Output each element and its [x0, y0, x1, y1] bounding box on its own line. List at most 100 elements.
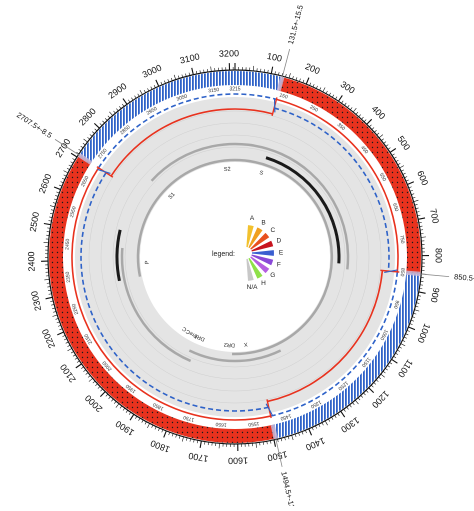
- scale-tick: [359, 115, 361, 117]
- scale-tick: [344, 103, 346, 105]
- scale-tick: [119, 106, 121, 108]
- major-tick-label: 2400: [26, 251, 36, 271]
- scale-tick: [421, 237, 426, 238]
- scale-tick: [158, 428, 159, 431]
- scale-tick: [44, 279, 49, 280]
- major-tick-label: 1700: [188, 451, 210, 464]
- scale-tick: [322, 423, 323, 426]
- scale-tick: [116, 404, 119, 408]
- scale-tick: [109, 397, 111, 399]
- scale-tick: [120, 406, 122, 408]
- scale-tick: [100, 389, 102, 391]
- scale-tick: [87, 137, 89, 139]
- scale-tick: [86, 373, 88, 375]
- scale-tick: [66, 342, 69, 343]
- scale-tick: [329, 93, 331, 96]
- scale-tick: [406, 334, 409, 335]
- scale-tick: [418, 218, 425, 219]
- scale-tick: [274, 440, 275, 447]
- scale-tick: [387, 365, 389, 367]
- scale-tick: [69, 165, 72, 166]
- major-tick-label: 1800: [149, 438, 171, 455]
- legend-label: H: [261, 280, 266, 287]
- scale-tick: [377, 133, 379, 135]
- scale-tick: [288, 436, 289, 439]
- scale-tick: [67, 348, 71, 350]
- scale-tick: [347, 105, 349, 107]
- scale-tick: [356, 112, 358, 114]
- scale-tick: [369, 388, 374, 393]
- major-tick-label: 1100: [396, 358, 415, 380]
- scale-tick: [67, 168, 70, 169]
- scale-tick: [392, 359, 398, 363]
- scale-tick: [289, 73, 290, 78]
- scale-tick: [164, 431, 167, 438]
- scale-tick: [77, 361, 79, 363]
- major-tick-label: 1300: [339, 415, 361, 435]
- minor-tick-label: 3150: [208, 87, 220, 94]
- scale-tick: [390, 148, 396, 152]
- scale-tick: [161, 82, 162, 85]
- breakpoint-label: 1494.5+-13.5: [279, 471, 298, 506]
- scale-tick: [328, 419, 329, 422]
- legend-label: N/A: [247, 284, 259, 291]
- scale-tick: [407, 182, 413, 185]
- scale-tick: [114, 401, 116, 403]
- breakpoint-label: 131.5+-15.5: [286, 4, 305, 45]
- scale-tick: [384, 142, 386, 144]
- scale-tick: [397, 350, 400, 351]
- scale-tick: [100, 392, 105, 397]
- scale-tick: [178, 76, 179, 79]
- scale-tick: [395, 353, 398, 355]
- legend-label: D: [277, 238, 282, 245]
- scale-tick: [126, 410, 128, 412]
- major-tick-label: 2500: [28, 211, 41, 232]
- scale-tick: [383, 371, 385, 373]
- scale-tick: [71, 352, 74, 354]
- minor-tick-label: 1650: [215, 421, 227, 428]
- scale-tick: [367, 119, 372, 124]
- scale-tick: [350, 107, 352, 109]
- scale-tick: [361, 395, 363, 397]
- scale-tick: [389, 362, 391, 364]
- major-tick-label: 2900: [106, 81, 128, 101]
- scale-tick: [415, 204, 418, 205]
- minor-tick-label: 2350: [65, 271, 72, 283]
- scale-tick: [211, 67, 212, 72]
- scale-tick: [404, 177, 407, 178]
- scale-tick: [64, 171, 68, 173]
- scale-tick: [393, 356, 396, 358]
- scale-tick: [81, 367, 83, 369]
- scale-tick: [129, 412, 131, 414]
- scale-tick: [76, 364, 82, 368]
- legend-label: G: [270, 272, 275, 279]
- scale-tick: [414, 200, 419, 201]
- scale-tick: [182, 437, 183, 442]
- scale-tick: [94, 123, 99, 128]
- scale-tick: [138, 94, 140, 97]
- scale-tick: [388, 148, 390, 150]
- scale-tick: [88, 376, 90, 378]
- scale-tick: [79, 149, 81, 151]
- scale-tick: [256, 443, 257, 448]
- scale-tick: [98, 386, 100, 388]
- major-tick-label: 1500: [267, 449, 289, 463]
- scale-tick: [145, 422, 146, 425]
- scale-tick: [335, 97, 337, 100]
- scale-tick: [374, 130, 376, 132]
- scale-tick: [271, 67, 272, 74]
- legend-title: legend:: [212, 251, 235, 258]
- scale-tick: [332, 417, 334, 420]
- scale-tick: [372, 127, 374, 129]
- minor-tick-label: 750: [398, 235, 405, 244]
- scale-tick: [106, 394, 108, 396]
- legend-swatch: [252, 250, 274, 256]
- scale-tick: [313, 84, 314, 87]
- scale-tick: [139, 418, 141, 421]
- scale-tick: [102, 121, 104, 123]
- scale-tick: [369, 125, 371, 127]
- scale-tick: [316, 86, 317, 89]
- major-tick-label: 900: [429, 287, 442, 304]
- scale-tick: [131, 98, 133, 101]
- major-tick-label: 3000: [141, 62, 163, 79]
